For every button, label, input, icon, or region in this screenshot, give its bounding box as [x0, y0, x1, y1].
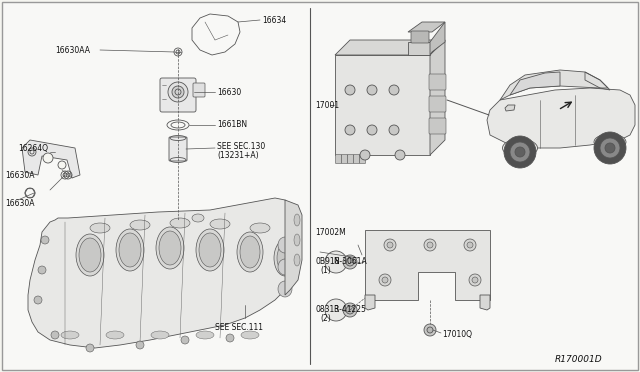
Circle shape [382, 277, 388, 283]
Circle shape [346, 306, 354, 314]
Text: 17001: 17001 [315, 100, 339, 109]
Circle shape [600, 138, 620, 158]
FancyBboxPatch shape [348, 154, 353, 164]
Text: 16634: 16634 [262, 16, 286, 25]
Ellipse shape [130, 220, 150, 230]
Circle shape [427, 327, 433, 333]
Ellipse shape [278, 281, 292, 297]
Polygon shape [28, 198, 298, 348]
Circle shape [510, 142, 530, 162]
Ellipse shape [278, 259, 292, 275]
Circle shape [424, 324, 436, 336]
FancyBboxPatch shape [429, 74, 446, 90]
Ellipse shape [79, 238, 101, 272]
Ellipse shape [199, 233, 221, 267]
Polygon shape [510, 72, 560, 95]
Circle shape [367, 85, 377, 95]
Circle shape [34, 296, 42, 304]
Polygon shape [430, 40, 445, 155]
Text: 16630: 16630 [217, 87, 241, 96]
Circle shape [515, 147, 525, 157]
FancyBboxPatch shape [342, 154, 348, 164]
Ellipse shape [156, 227, 184, 269]
FancyBboxPatch shape [429, 96, 446, 112]
FancyBboxPatch shape [169, 137, 187, 161]
Text: 1661BN: 1661BN [217, 119, 247, 128]
FancyBboxPatch shape [160, 78, 196, 112]
Polygon shape [285, 200, 302, 295]
Text: (1): (1) [320, 266, 331, 275]
Circle shape [325, 299, 347, 321]
FancyBboxPatch shape [353, 154, 360, 164]
Polygon shape [487, 88, 635, 148]
Circle shape [172, 86, 184, 98]
Ellipse shape [116, 229, 144, 271]
Circle shape [360, 150, 370, 160]
Circle shape [343, 255, 357, 269]
Circle shape [384, 239, 396, 251]
Text: 17010Q: 17010Q [442, 330, 472, 340]
Circle shape [325, 251, 347, 273]
Ellipse shape [159, 231, 181, 265]
Circle shape [387, 242, 393, 248]
FancyBboxPatch shape [411, 31, 429, 43]
Circle shape [389, 125, 399, 135]
Circle shape [226, 334, 234, 342]
Polygon shape [505, 105, 515, 111]
Circle shape [43, 153, 53, 163]
Text: 17002M: 17002M [315, 228, 346, 237]
Ellipse shape [294, 234, 300, 246]
Text: 16630A: 16630A [5, 170, 35, 180]
Ellipse shape [502, 139, 538, 157]
Ellipse shape [277, 244, 293, 272]
Ellipse shape [294, 254, 300, 266]
Circle shape [38, 266, 46, 274]
Circle shape [367, 125, 377, 135]
Circle shape [395, 150, 405, 160]
FancyBboxPatch shape [335, 154, 342, 164]
Ellipse shape [274, 240, 296, 276]
Circle shape [389, 85, 399, 95]
Polygon shape [408, 42, 430, 55]
Ellipse shape [192, 214, 204, 222]
Ellipse shape [241, 331, 259, 339]
Polygon shape [480, 295, 490, 310]
Circle shape [379, 274, 391, 286]
Polygon shape [408, 22, 445, 32]
Circle shape [58, 161, 66, 169]
Text: 16264Q: 16264Q [18, 144, 48, 153]
Circle shape [41, 236, 49, 244]
Ellipse shape [196, 331, 214, 339]
Text: 16630AA: 16630AA [55, 45, 90, 55]
Text: R: R [333, 305, 339, 314]
Circle shape [464, 239, 476, 251]
Circle shape [136, 341, 144, 349]
Text: 16630A: 16630A [5, 199, 35, 208]
Ellipse shape [594, 134, 626, 150]
Polygon shape [365, 230, 490, 300]
Circle shape [472, 277, 478, 283]
Circle shape [168, 82, 188, 102]
Text: 08313-41225: 08313-41225 [315, 305, 366, 314]
Circle shape [605, 143, 615, 153]
Circle shape [504, 136, 536, 168]
Ellipse shape [151, 331, 169, 339]
FancyBboxPatch shape [193, 83, 205, 97]
Text: SEE SEC.130: SEE SEC.130 [217, 141, 265, 151]
Polygon shape [430, 22, 445, 55]
Ellipse shape [250, 223, 270, 233]
Text: SEE SEC.111: SEE SEC.111 [215, 324, 263, 333]
Circle shape [346, 258, 354, 266]
Text: (2): (2) [320, 314, 331, 323]
Ellipse shape [210, 219, 230, 229]
Text: (13231+A): (13231+A) [217, 151, 259, 160]
Circle shape [345, 85, 355, 95]
Polygon shape [365, 295, 375, 310]
Polygon shape [500, 70, 610, 100]
Circle shape [594, 132, 626, 164]
Ellipse shape [237, 232, 263, 272]
Text: N: N [333, 257, 339, 266]
Ellipse shape [61, 331, 79, 339]
Circle shape [343, 303, 357, 317]
